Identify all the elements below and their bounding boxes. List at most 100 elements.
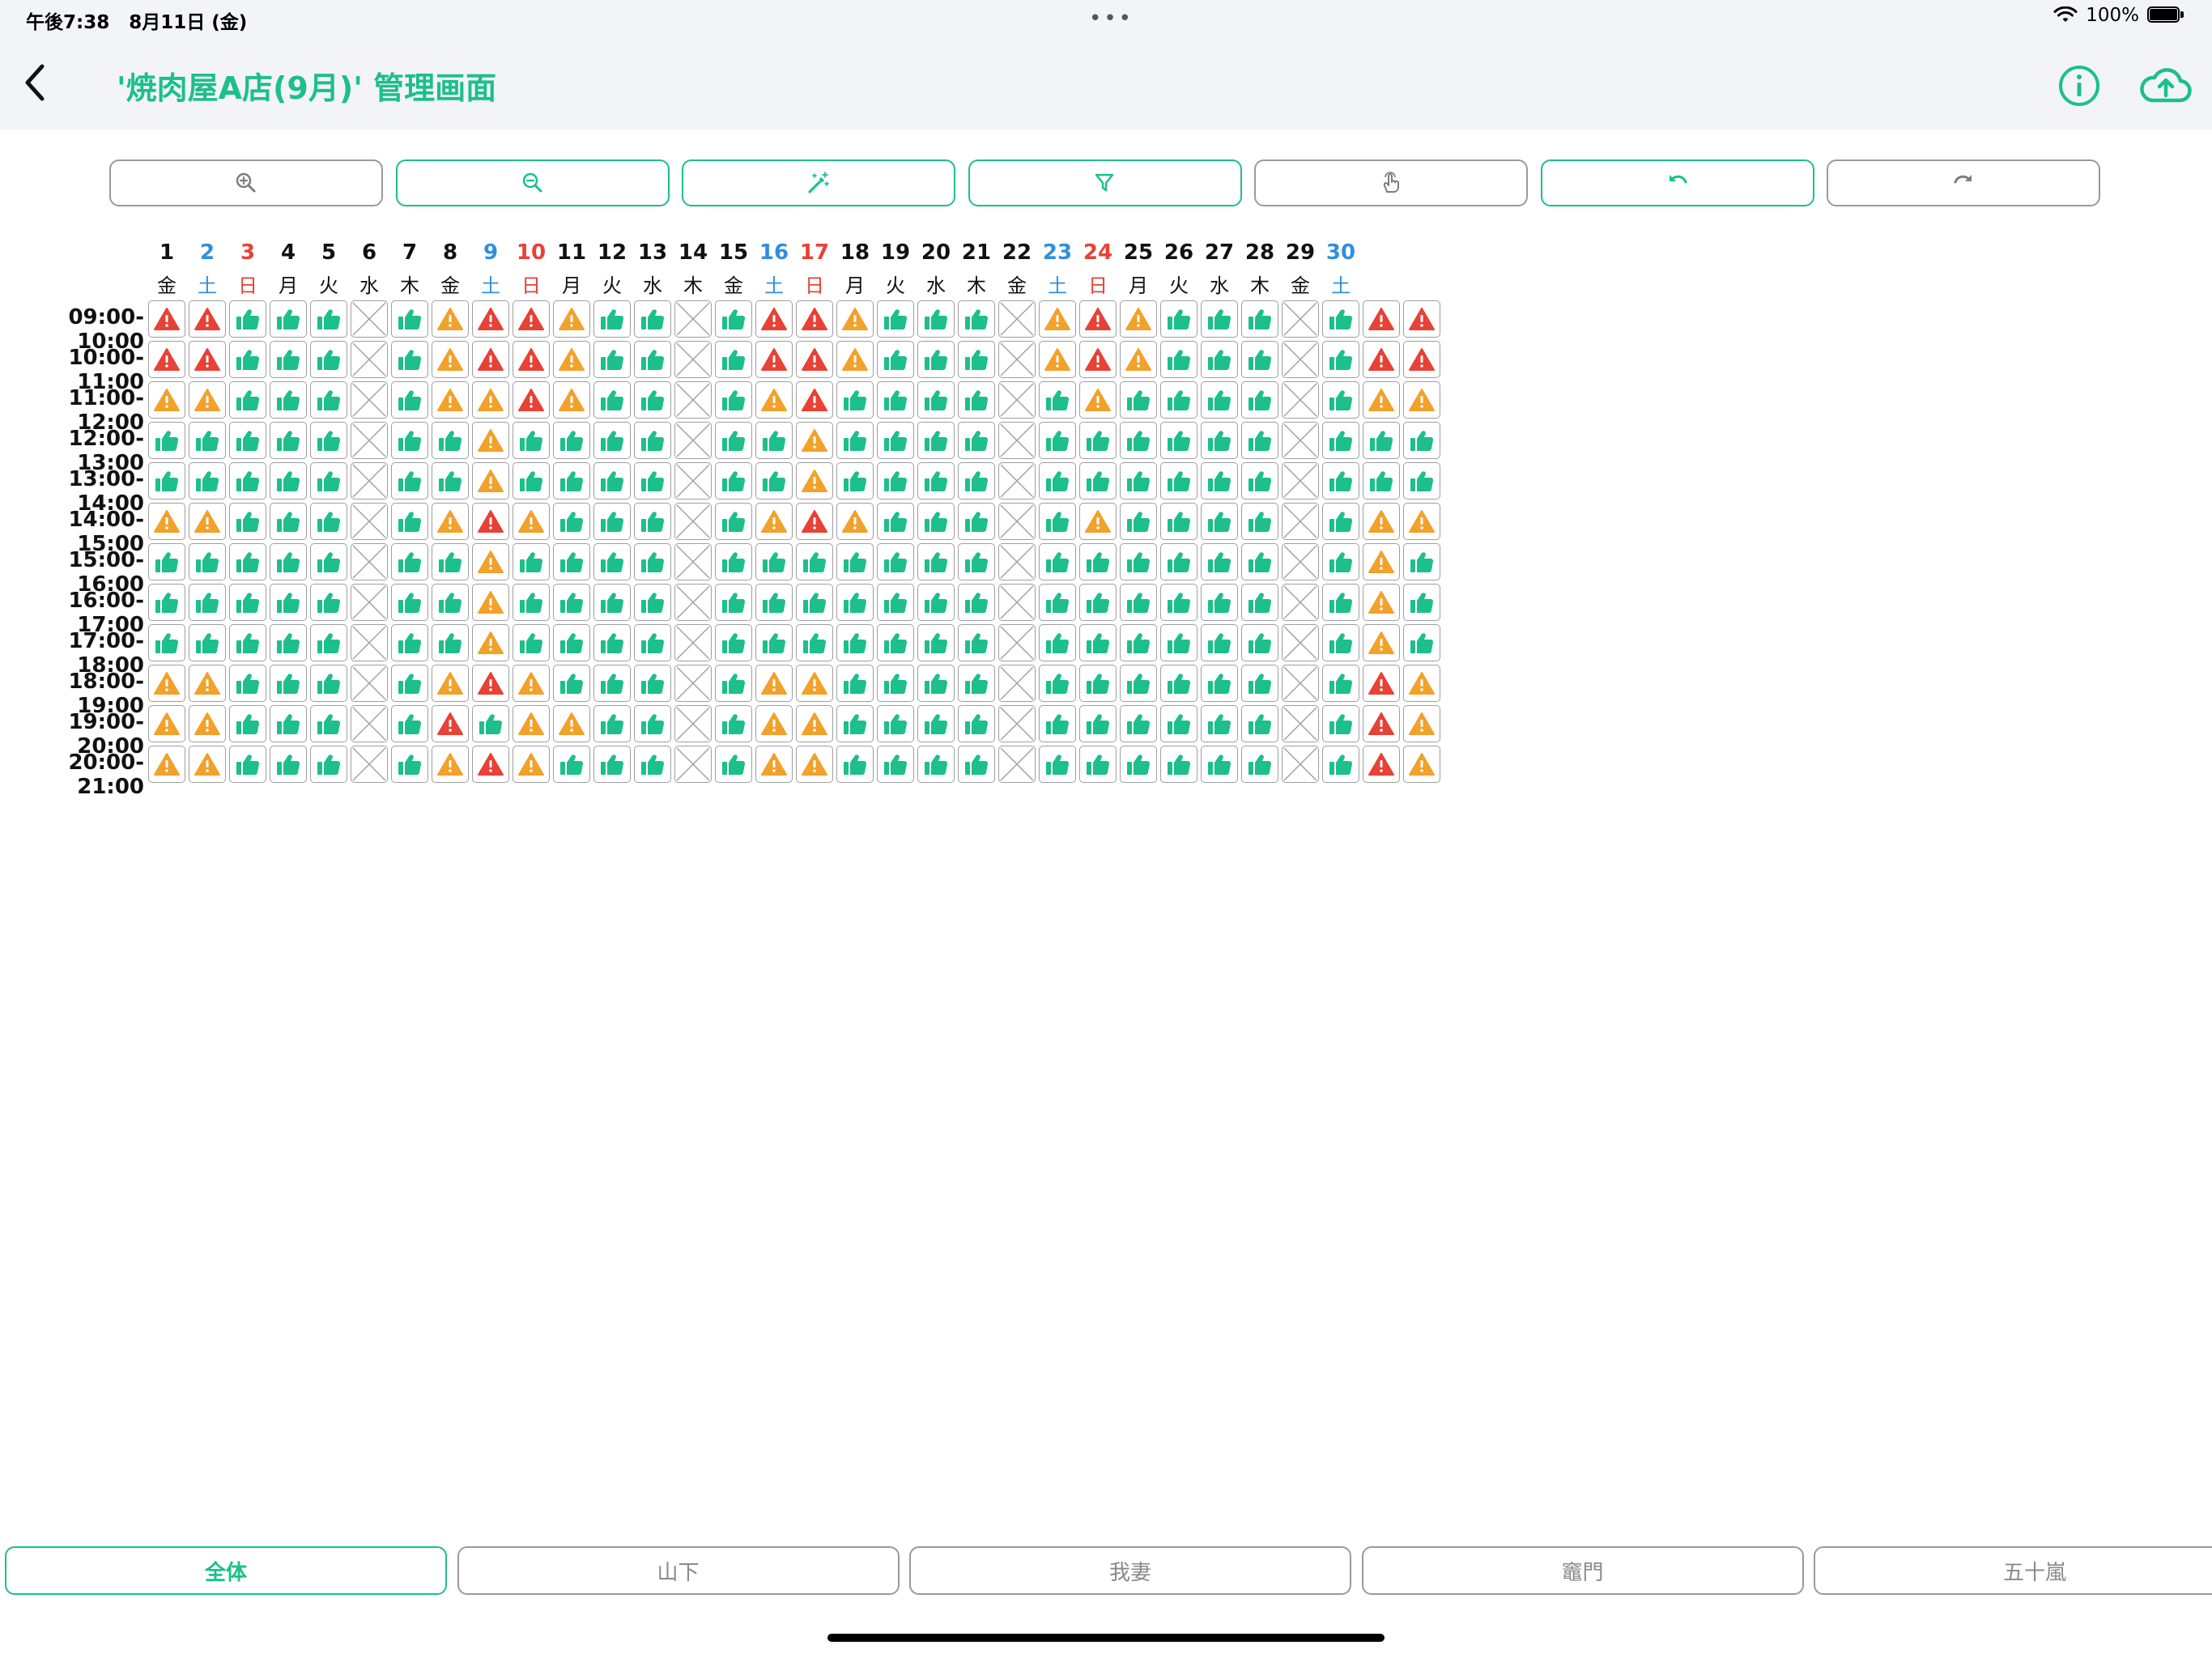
schedule-cell[interactable] (958, 422, 995, 459)
schedule-cell[interactable] (958, 462, 995, 500)
schedule-cell[interactable] (917, 705, 955, 742)
date-header[interactable]: 3 (240, 240, 256, 265)
schedule-cell[interactable] (917, 341, 955, 378)
schedule-cell[interactable] (836, 624, 874, 661)
date-header[interactable]: 8 (442, 240, 458, 265)
schedule-cell[interactable] (998, 462, 1036, 500)
schedule-cell[interactable] (593, 503, 631, 540)
schedule-cell[interactable] (553, 341, 590, 378)
schedule-cell[interactable] (1363, 665, 1400, 702)
schedule-cell[interactable] (958, 381, 995, 419)
schedule-cell[interactable] (674, 503, 712, 540)
date-header[interactable]: 26 (1163, 240, 1194, 265)
schedule-cell[interactable] (1241, 705, 1278, 742)
schedule-cell[interactable] (755, 300, 793, 338)
schedule-cell[interactable] (229, 341, 266, 378)
schedule-cell[interactable] (634, 543, 671, 580)
schedule-cell[interactable] (877, 624, 914, 661)
schedule-cell[interactable] (432, 624, 469, 661)
filter-button[interactable] (968, 159, 1242, 206)
schedule-cell[interactable] (755, 462, 793, 500)
schedule-cell[interactable] (148, 665, 185, 702)
schedule-cell[interactable] (1039, 543, 1076, 580)
schedule-cell[interactable] (593, 746, 631, 783)
schedule-cell[interactable] (634, 381, 671, 419)
date-header[interactable]: 22 (1002, 240, 1032, 265)
schedule-cell[interactable] (1160, 300, 1197, 338)
schedule-cell[interactable] (432, 462, 469, 500)
schedule-cell[interactable] (1120, 381, 1157, 419)
schedule-cell[interactable] (472, 503, 509, 540)
schedule-cell[interactable] (229, 462, 266, 500)
schedule-cell[interactable] (1322, 341, 1359, 378)
schedule-cell[interactable] (1363, 624, 1400, 661)
member-tab[interactable]: 竈門 (1361, 1546, 1804, 1595)
schedule-cell[interactable] (674, 422, 712, 459)
schedule-cell[interactable] (1282, 543, 1319, 580)
schedule-cell[interactable] (796, 503, 833, 540)
schedule-cell[interactable] (1363, 462, 1400, 500)
schedule-cell[interactable] (472, 543, 509, 580)
zoom-in-button[interactable] (109, 159, 383, 206)
schedule-cell[interactable] (998, 584, 1036, 621)
time-slot-label[interactable]: 19:00-20:00 (68, 710, 144, 759)
schedule-cell[interactable] (189, 300, 226, 338)
schedule-cell[interactable] (1322, 624, 1359, 661)
schedule-cell[interactable] (351, 462, 388, 500)
schedule-cell[interactable] (1201, 746, 1238, 783)
schedule-cell[interactable] (1282, 422, 1319, 459)
schedule-cell[interactable] (351, 705, 388, 742)
schedule-cell[interactable] (1403, 584, 1440, 621)
schedule-cell[interactable] (1241, 462, 1278, 500)
schedule-cell[interactable] (1039, 381, 1076, 419)
schedule-cell[interactable] (513, 462, 550, 500)
schedule-cell[interactable] (1241, 543, 1278, 580)
schedule-cell[interactable] (1120, 705, 1157, 742)
schedule-cell[interactable] (270, 341, 307, 378)
schedule-cell[interactable] (836, 746, 874, 783)
schedule-cell[interactable] (1079, 705, 1117, 742)
date-header[interactable]: 27 (1204, 240, 1235, 265)
schedule-cell[interactable] (270, 746, 307, 783)
schedule-cell[interactable] (351, 584, 388, 621)
schedule-cell[interactable] (958, 300, 995, 338)
schedule-cell[interactable] (229, 624, 266, 661)
schedule-cell[interactable] (391, 705, 428, 742)
schedule-cell[interactable] (513, 665, 550, 702)
date-header[interactable]: 29 (1285, 240, 1316, 265)
schedule-cell[interactable] (472, 746, 509, 783)
schedule-cell[interactable] (553, 381, 590, 419)
date-header[interactable]: 12 (597, 240, 627, 265)
schedule-cell[interactable] (674, 462, 712, 500)
schedule-cell[interactable] (391, 422, 428, 459)
schedule-cell[interactable] (877, 665, 914, 702)
schedule-cell[interactable] (715, 624, 752, 661)
schedule-cell[interactable] (189, 381, 226, 419)
schedule-cell[interactable] (998, 300, 1036, 338)
schedule-cell[interactable] (432, 665, 469, 702)
schedule-cell[interactable] (958, 665, 995, 702)
schedule-cell[interactable] (472, 584, 509, 621)
schedule-cell[interactable] (1079, 543, 1117, 580)
schedule-cell[interactable] (553, 624, 590, 661)
time-slot-label[interactable]: 11:00-12:00 (68, 386, 144, 435)
date-header[interactable]: 24 (1083, 240, 1113, 265)
schedule-cell[interactable] (715, 422, 752, 459)
schedule-cell[interactable] (715, 665, 752, 702)
schedule-cell[interactable] (310, 381, 347, 419)
date-header[interactable]: 17 (799, 240, 830, 265)
schedule-cell[interactable] (391, 300, 428, 338)
member-tab[interactable]: 全体 (5, 1546, 447, 1595)
date-header[interactable]: 11 (556, 240, 587, 265)
schedule-cell[interactable] (715, 705, 752, 742)
schedule-cell[interactable] (1282, 300, 1319, 338)
zoom-out-button[interactable] (395, 159, 670, 206)
schedule-cell[interactable] (1363, 422, 1400, 459)
schedule-cell[interactable] (755, 705, 793, 742)
schedule-cell[interactable] (877, 584, 914, 621)
schedule-cell[interactable] (391, 381, 428, 419)
schedule-cell[interactable] (796, 584, 833, 621)
schedule-cell[interactable] (1120, 503, 1157, 540)
schedule-cell[interactable] (1160, 705, 1197, 742)
schedule-cell[interactable] (715, 300, 752, 338)
